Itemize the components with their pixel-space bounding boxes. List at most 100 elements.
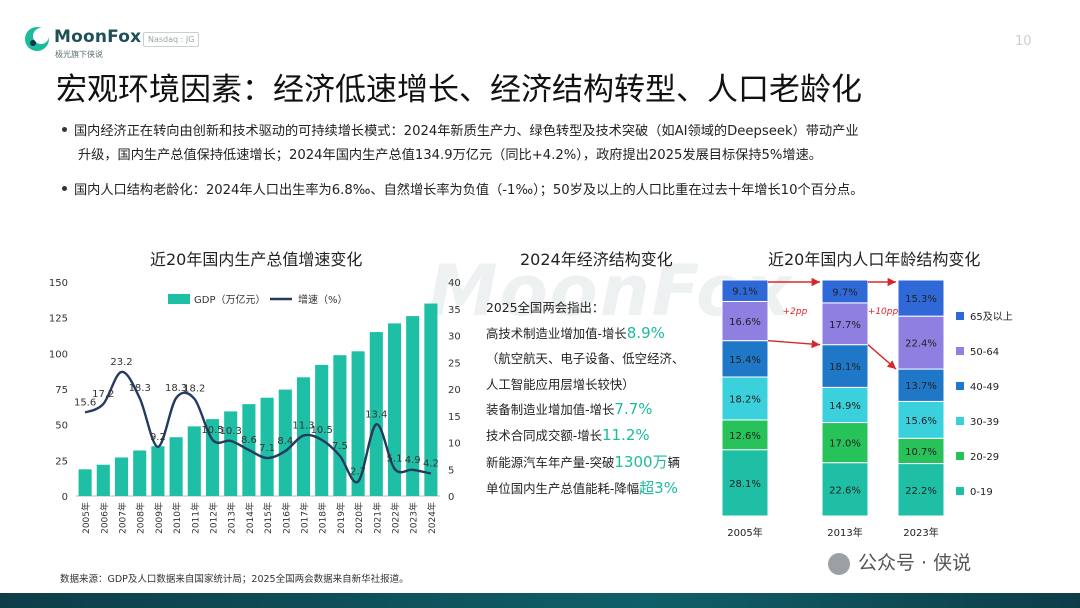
segment-value-label: 17.7% xyxy=(829,320,861,331)
gdp-bar xyxy=(169,437,183,496)
segment-value-label: 9.7% xyxy=(832,287,857,298)
stacked-bar-segment xyxy=(821,386,869,424)
growth-rate-label: 10.5 xyxy=(311,425,333,436)
x-tick-label: 2012年 xyxy=(208,502,220,534)
row-text: 技术合同成交额-增长 xyxy=(486,427,602,443)
growth-rate-label: 10.3 xyxy=(220,426,242,437)
population-chart-legend: 65及以上 50-64 40-49 30-39 20-29 0-19 xyxy=(956,311,1013,498)
legend-gdp-label: GDP（万亿元） xyxy=(194,293,265,306)
economic-structure-row: 新能源汽车年产量-突破1300万辆 xyxy=(486,451,726,477)
stacked-bar-segment xyxy=(897,463,945,517)
stacked-bar-segment xyxy=(821,302,869,346)
stacked-bar-segment xyxy=(721,300,769,342)
row-text: 单位国内生产总值能耗-降幅 xyxy=(486,480,640,496)
gdp-bar xyxy=(278,389,292,496)
growth-rate-label: 13.4 xyxy=(365,409,387,420)
segment-value-label: 15.3% xyxy=(905,294,937,305)
segment-value-label: 12.6% xyxy=(729,431,761,442)
gdp-bar xyxy=(224,411,238,496)
row-highlight-value: 8.9% xyxy=(626,323,665,342)
segment-value-label: 15.6% xyxy=(905,416,937,427)
row-text: （航空航天、电子设备、低空经济、 xyxy=(486,351,685,366)
y-right-tick-label: 30 xyxy=(448,332,461,343)
economic-structure-title: 2024年经济结构变化 xyxy=(520,250,673,269)
x-tick-label: 2023年 xyxy=(903,526,938,539)
growth-rate-label: 2.7 xyxy=(350,467,366,478)
y-left-tick-label: 75 xyxy=(55,385,68,396)
growth-rate-label: 5.1 xyxy=(387,454,403,465)
gdp-bar xyxy=(151,446,165,496)
brand-subtitle: 极光旗下侠说 xyxy=(55,50,103,59)
x-tick-label: 2013年 xyxy=(827,526,862,539)
row-highlight-value: 7.7% xyxy=(614,400,653,418)
wechat-account-name: 公众号 · 侠说 xyxy=(858,552,972,574)
gdp-bar xyxy=(133,450,147,496)
stacked-bar-segment xyxy=(821,344,869,388)
gdp-bar xyxy=(96,464,110,496)
footer-bar xyxy=(0,593,1080,608)
gdp-bar xyxy=(260,397,274,496)
moonfox-logo-icon xyxy=(25,27,49,51)
data-source-note: 数据来源：GDP及人口数据来自国家统计局；2025全国两会数据来自新华社报道。 xyxy=(60,574,409,585)
economic-structure-row: 装备制造业增加值-增长7.7% xyxy=(486,400,726,426)
gdp-bar xyxy=(315,364,329,496)
economic-structure-row: 2025全国两会指出： xyxy=(486,298,726,324)
legend-swatch xyxy=(956,347,964,355)
y-right-tick-label: 15 xyxy=(448,412,461,423)
ticker-badge: Nasdaq : JG xyxy=(143,32,200,47)
annotation-label: +10pp xyxy=(868,307,899,317)
growth-rate-label: 18.3 xyxy=(129,383,151,394)
row-highlight-value: 11.2% xyxy=(602,425,650,444)
segment-value-label: 14.9% xyxy=(829,401,861,412)
legend-growth-label: 增速（%） xyxy=(298,293,348,306)
y-right-tick-label: 20 xyxy=(448,385,461,396)
x-tick-label: 2021年 xyxy=(371,502,383,534)
x-tick-label: 2007年 xyxy=(117,502,129,534)
x-tick-label: 2010年 xyxy=(171,502,183,534)
legend-label: 30-39 xyxy=(970,417,999,428)
x-tick-label: 2006年 xyxy=(98,502,110,534)
growth-rate-label: 8.6 xyxy=(241,435,257,446)
growth-rate-label: 11.3 xyxy=(292,421,314,432)
gdp-bar xyxy=(333,355,347,496)
y-right-tick-label: 25 xyxy=(448,358,461,369)
population-chart-title: 近20年国内人口年龄结构变化 xyxy=(768,250,981,269)
legend-label: 0-19 xyxy=(970,487,993,498)
segment-value-label: 13.7% xyxy=(905,381,937,392)
x-tick-label: 2023年 xyxy=(408,502,420,534)
trend-arrow xyxy=(867,344,897,370)
stacked-bar-segment xyxy=(721,376,769,421)
segment-value-label: 9.1% xyxy=(732,287,757,298)
wechat-icon xyxy=(828,552,850,575)
stacked-bar-segment xyxy=(821,279,869,304)
segment-value-label: 22.4% xyxy=(905,339,937,350)
segment-value-label: 10.7% xyxy=(905,447,937,458)
page-number: 10 xyxy=(1015,34,1032,49)
segment-value-label: 18.2% xyxy=(729,394,761,405)
x-tick-label: 2017年 xyxy=(299,502,311,534)
bullet-population: 国内人口结构老龄化：2024年人口出生率为6.8‰、自然增长率为负值（-1‰）；… xyxy=(62,179,1042,203)
x-tick-label: 2018年 xyxy=(317,502,329,534)
population-age-chart: 28.1% 12.6% 18.2% 15.4% 16.6% 9.1% 2005年 22.6% 1… xyxy=(721,277,1013,539)
stacked-bar-segment xyxy=(897,315,945,370)
growth-rate-label: 8.4 xyxy=(277,436,293,447)
y-left-tick-label: 150 xyxy=(49,278,68,289)
legend-swatch xyxy=(956,312,964,320)
gdp-chart-legend: GDP（万亿元） 增速（%） xyxy=(168,293,348,306)
economic-structure-row: 技术合同成交额-增长11.2% xyxy=(486,426,726,452)
gdp-bar xyxy=(114,457,129,496)
gdp-bar xyxy=(78,469,92,496)
x-tick-label: 2016年 xyxy=(280,502,292,534)
growth-rate-label: 7.5 xyxy=(332,441,348,452)
legend-label: 40-49 xyxy=(970,382,999,393)
economic-structure-list: 2025全国两会指出： 高技术制造业增加值-增长8.9% （航空航天、电子设备、低空… xyxy=(486,298,726,502)
stacked-bar-segment xyxy=(897,400,945,439)
bullet-dot-icon xyxy=(62,185,67,191)
segment-value-label: 18.1% xyxy=(829,362,861,373)
row-text: 新能源汽车年产量-突破 xyxy=(486,455,615,470)
y-left-tick-label: 125 xyxy=(49,314,68,325)
x-tick-label: 2005年 xyxy=(80,502,92,534)
y-right-tick-label: 10 xyxy=(448,439,461,450)
bullet-text: 国内人口结构老龄化：2024年人口出生率为6.8‰、自然增长率为负值（-1‰）；… xyxy=(74,183,864,198)
x-tick-label: 2015年 xyxy=(262,502,274,534)
